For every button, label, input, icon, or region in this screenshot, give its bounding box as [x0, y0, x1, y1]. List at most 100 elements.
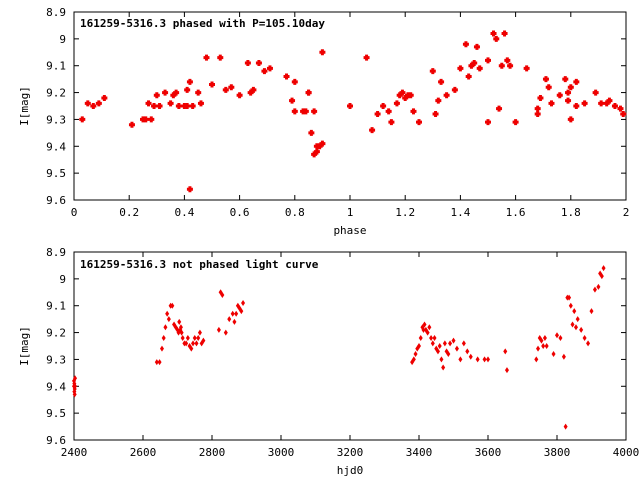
data-point [363, 54, 370, 61]
data-point [255, 60, 262, 67]
data-point [542, 76, 549, 83]
y-tick-label: 9.5 [46, 167, 66, 180]
data-point [380, 103, 387, 109]
data-point [416, 119, 422, 126]
data-point [305, 89, 312, 96]
data-point [542, 334, 547, 341]
data-point [534, 356, 539, 363]
data-point [291, 78, 298, 85]
x-tick-label: 1 [347, 206, 354, 219]
data-point [596, 283, 601, 290]
data-point [236, 92, 243, 99]
data-point [544, 343, 549, 349]
x-tick-label: 3000 [268, 446, 295, 459]
data-point [504, 367, 509, 374]
x-tick-label: 1.4 [450, 206, 470, 219]
data-point [563, 423, 568, 430]
data-point [167, 100, 174, 107]
data-point [203, 54, 210, 61]
data-point [241, 300, 246, 307]
data-point [573, 103, 580, 109]
y-tick-label: 9 [59, 273, 66, 286]
data-point [565, 89, 572, 96]
axis-ticks: 0 0.2 0.4 0.6 0.8 1 1.2 1.4 1.6 1.8 2 8.9 9 9.1 9.2 9.3… [46, 6, 629, 219]
data-point [151, 103, 158, 109]
data-point [175, 103, 182, 109]
data-point [439, 356, 444, 363]
data-point [572, 308, 577, 315]
data-point [399, 89, 406, 96]
x-tick-label: 1.6 [506, 206, 526, 219]
data-point [79, 116, 86, 123]
data-point [162, 89, 169, 96]
data-point [503, 348, 508, 355]
chart-title: 161259-5316.3 not phased light curve [80, 258, 319, 271]
data-point [620, 111, 627, 118]
x-tick-label: 2800 [199, 446, 226, 459]
y-tick-label: 9.1 [46, 60, 66, 73]
data-point [192, 334, 197, 341]
data-point [230, 310, 235, 317]
data-point [617, 105, 624, 112]
x-tick-label: 1.8 [561, 206, 581, 219]
data-point [319, 49, 326, 56]
data-point [567, 294, 572, 301]
data-point [128, 121, 135, 128]
data-point [388, 119, 395, 126]
data-point [425, 329, 430, 336]
data-point [475, 356, 480, 363]
y-tick-label: 9.4 [46, 380, 66, 393]
unphased-light-curve-panel: 161259-5316.3 not phased light curve hjd… [18, 246, 639, 477]
x-tick-label: 1.2 [395, 206, 415, 219]
y-axis-label: I[mag] [18, 326, 31, 366]
y-tick-label: 8.9 [46, 6, 66, 19]
data-point [232, 318, 237, 325]
data-point [227, 316, 232, 323]
data-point [421, 326, 426, 333]
data-point [410, 108, 417, 115]
data-point [448, 340, 453, 347]
data-point [186, 186, 193, 193]
data-point [196, 334, 201, 341]
data-point [216, 326, 221, 333]
data-point [369, 127, 376, 134]
data-point [437, 343, 442, 349]
data-point [567, 116, 574, 123]
data-point [393, 100, 400, 107]
data-point [178, 324, 183, 331]
data-point [501, 30, 508, 37]
data-point [413, 351, 418, 358]
x-tick-label: 2 [623, 206, 630, 219]
data-point [142, 116, 149, 123]
data-point [485, 119, 491, 126]
data-point [465, 73, 472, 80]
data-point [446, 351, 451, 358]
data-point [185, 334, 190, 341]
data-point [512, 119, 519, 126]
data-point [239, 308, 244, 315]
data-point [570, 321, 575, 328]
data-point [154, 359, 159, 366]
data-point [73, 383, 78, 390]
data-point [534, 105, 541, 112]
x-tick-label: 2600 [130, 446, 157, 459]
x-tick-label: 0.4 [174, 206, 194, 219]
data-point [486, 356, 490, 363]
data-point [101, 94, 108, 101]
data-point [180, 334, 185, 341]
data-point [234, 310, 239, 317]
data-point [507, 62, 514, 69]
data-point [592, 286, 597, 293]
data-point [457, 65, 464, 72]
data-point [548, 100, 555, 107]
data-point [490, 30, 497, 37]
x-tick-label: 3600 [475, 446, 502, 459]
data-point [195, 89, 202, 96]
data-point [551, 351, 556, 358]
y-tick-label: 9.4 [46, 140, 66, 153]
axis-ticks: 2400 2600 2800 3000 3200 3400 3600 3800 4000 8.9 9… [46, 246, 639, 459]
data-point [432, 111, 439, 118]
data-point [536, 345, 541, 352]
data-point [451, 337, 456, 344]
